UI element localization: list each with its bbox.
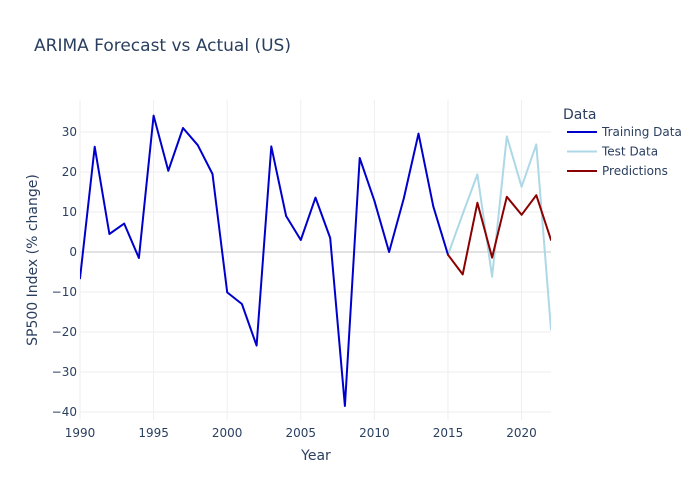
y-tick-label: 20: [62, 165, 77, 179]
y-tick-label: 30: [62, 125, 77, 139]
x-tick-label: 2020: [506, 426, 537, 440]
legend[interactable]: Data Training Data Test Data Predictions: [563, 107, 682, 178]
legend-label: Predictions: [602, 164, 668, 178]
y-tick-label: −20: [52, 325, 77, 339]
y-tick-label: 0: [69, 245, 77, 259]
x-tick-label: 2000: [212, 426, 243, 440]
plot-area: [80, 114, 551, 407]
x-axis-title: Year: [300, 448, 331, 464]
x-tick-label: 2005: [286, 426, 317, 440]
x-tick-label: 2010: [359, 426, 390, 440]
x-tick-label: 2015: [433, 426, 464, 440]
legend-item-predictions[interactable]: Predictions: [567, 164, 668, 178]
series-group: [80, 114, 551, 407]
y-tick-label: 10: [62, 205, 77, 219]
legend-item-training-data[interactable]: Training Data: [567, 125, 682, 139]
series-line-predictions[interactable]: [447, 194, 551, 276]
y-tick-label: −40: [52, 405, 77, 419]
x-tick-label: 1995: [138, 426, 169, 440]
y-tick-label: −10: [52, 285, 77, 299]
legend-item-test-data[interactable]: Test Data: [567, 145, 658, 159]
y-axis-title: SP500 Index (% change): [25, 174, 41, 346]
chart-title: ARIMA Forecast vs Actual (US): [34, 36, 291, 56]
y-tick-label: −30: [52, 365, 77, 379]
series-line-test-data[interactable]: [447, 135, 551, 331]
legend-label: Training Data: [601, 125, 682, 139]
legend-title: Data: [563, 107, 596, 123]
x-axis-ticks: 1990 1995 2000 2005 2010 2015 2020: [65, 426, 537, 440]
y-axis-ticks: −40 −30 −20 −10 0 10 20 30: [52, 125, 77, 419]
legend-label: Test Data: [601, 145, 658, 159]
series-line-training-data[interactable]: [80, 114, 449, 407]
x-tick-label: 1990: [65, 426, 96, 440]
gridlines: [79, 100, 551, 420]
